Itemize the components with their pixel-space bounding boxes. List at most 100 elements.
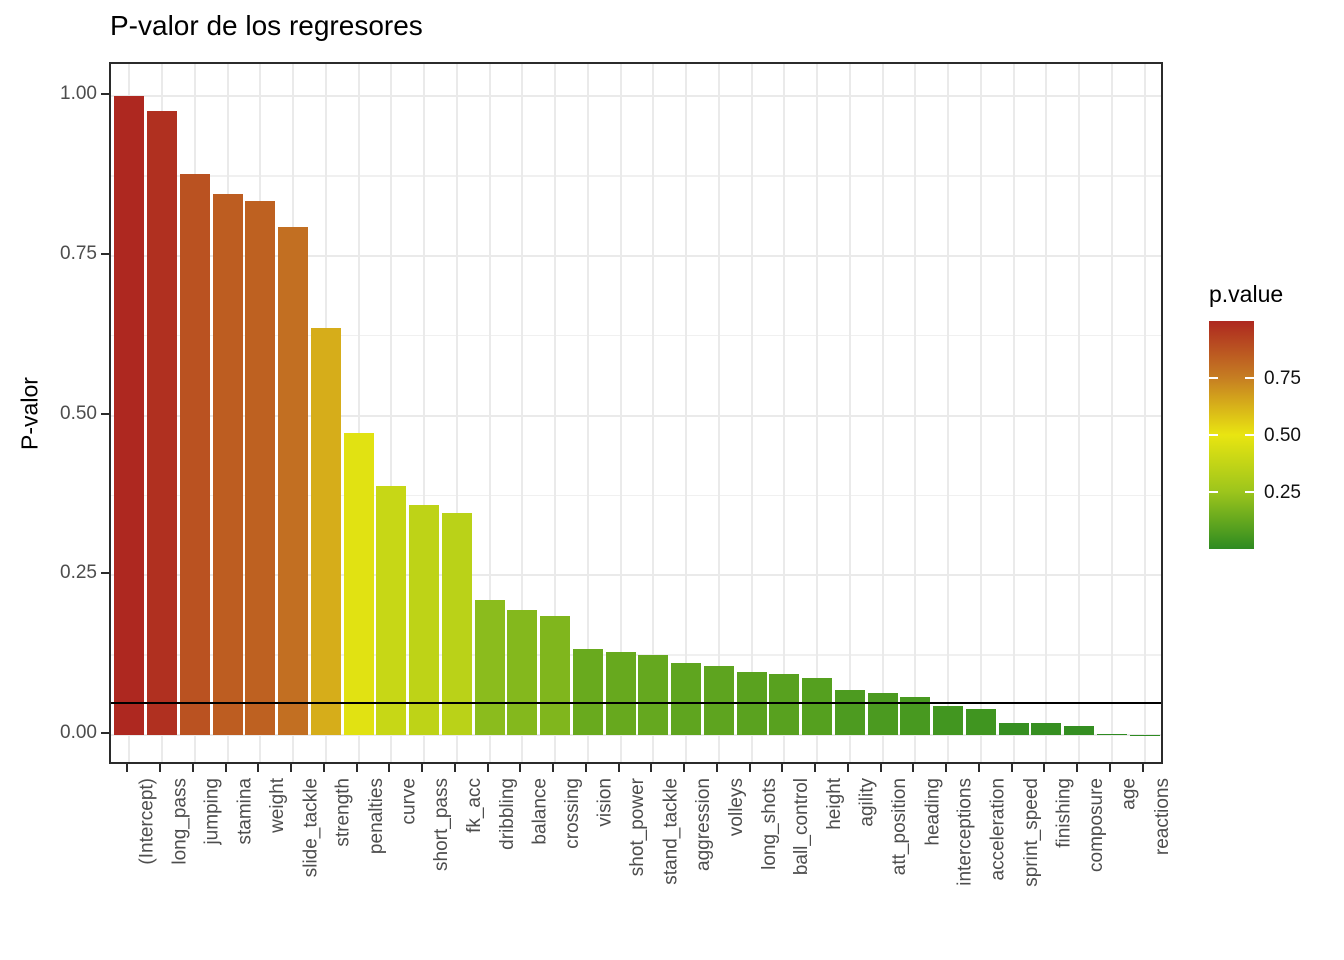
bar-age	[1096, 734, 1127, 735]
x-tick-mark	[486, 764, 489, 772]
legend-tick-label: 0.25	[1264, 482, 1301, 503]
y-tick-label: 0.25	[60, 562, 97, 584]
gridline-vertical	[423, 64, 426, 762]
gridline-minor	[111, 175, 1161, 177]
legend-tick	[1209, 377, 1218, 379]
gridline-major	[111, 414, 1161, 417]
bar-weight	[245, 201, 276, 735]
x-tick-mark	[912, 764, 915, 772]
bar-penalties	[343, 432, 374, 735]
x-category-label: crossing	[562, 778, 584, 849]
gridline-vertical	[717, 64, 720, 762]
bar-finishing	[1031, 722, 1062, 735]
x-category-label: sprint_speed	[1020, 778, 1042, 887]
legend-tick	[1209, 491, 1218, 493]
gridline-vertical	[1078, 64, 1081, 762]
bar-agility	[834, 689, 865, 735]
y-tick-label: 0.50	[60, 402, 97, 424]
bar-crossing	[540, 616, 571, 735]
x-category-label: reactions	[1151, 778, 1173, 856]
bar-jumping	[179, 173, 210, 735]
x-tick-mark	[617, 764, 620, 772]
x-category-label: dribbling	[496, 778, 518, 850]
x-category-label: weight	[267, 778, 289, 833]
gridline-vertical	[685, 64, 688, 762]
gridline-vertical	[488, 64, 491, 762]
x-category-label: vision	[594, 778, 616, 827]
gridline-major	[111, 95, 1161, 97]
bar-stamina	[212, 193, 243, 735]
x-tick-mark	[322, 764, 325, 772]
gridline-vertical	[554, 64, 557, 762]
bar-balance	[507, 609, 538, 735]
gridline-vertical	[1045, 64, 1048, 762]
x-tick-mark	[715, 764, 718, 772]
bar-att-position	[867, 693, 898, 735]
gridline-minor	[111, 334, 1161, 337]
gridline-vertical	[455, 64, 458, 762]
y-tick-label: 0.75	[60, 242, 97, 264]
x-category-label: long_shots	[758, 778, 780, 870]
x-tick-mark	[257, 764, 260, 772]
y-tick-mark	[101, 732, 109, 734]
gridline-vertical	[1012, 64, 1015, 762]
bar--intercept-	[114, 96, 145, 735]
x-category-label: agility	[856, 778, 878, 827]
gridline-vertical	[750, 64, 753, 762]
legend-tick	[1209, 434, 1218, 436]
bar-acceleration	[965, 708, 996, 735]
x-category-label: short_pass	[431, 778, 453, 871]
bar-slide-tackle	[278, 226, 309, 735]
x-tick-mark	[781, 764, 784, 772]
x-tick-mark	[584, 764, 587, 772]
gridline-vertical	[979, 64, 982, 762]
legend-gradient-bar	[1209, 321, 1254, 549]
bar-sprint-speed	[998, 722, 1029, 735]
gridline-major	[111, 734, 1161, 736]
x-category-label: penalties	[365, 778, 387, 855]
bar-stand-tackle	[638, 655, 669, 735]
gridline-vertical	[586, 64, 589, 762]
x-tick-mark	[1010, 764, 1013, 772]
x-tick-mark	[1108, 764, 1111, 772]
legend-tick	[1245, 491, 1254, 493]
x-category-label: long_pass	[169, 778, 191, 865]
bar-aggression	[671, 663, 702, 735]
bar-vision	[572, 649, 603, 735]
x-tick-mark	[290, 764, 293, 772]
x-category-label: slide_tackle	[300, 778, 322, 878]
x-tick-mark	[814, 764, 817, 772]
bar-height	[802, 678, 833, 735]
bar-strength	[310, 327, 341, 735]
x-tick-mark	[945, 764, 948, 772]
x-category-label: balance	[529, 778, 551, 845]
x-category-label: finishing	[1053, 778, 1075, 848]
x-tick-mark	[421, 764, 424, 772]
gridline-vertical	[357, 64, 360, 762]
gridline-vertical	[652, 64, 655, 762]
x-category-label: stand_tackle	[660, 778, 682, 885]
gridline-vertical	[783, 64, 786, 762]
x-category-label: strength	[332, 778, 354, 847]
bar-short-pass	[409, 504, 440, 735]
gridline-vertical	[390, 64, 393, 762]
x-tick-mark	[1043, 764, 1046, 772]
bar-interceptions	[933, 705, 964, 735]
x-category-label: interceptions	[955, 778, 977, 886]
chart-title: P-valor de los regresores	[110, 10, 423, 41]
x-tick-mark	[388, 764, 391, 772]
x-tick-mark	[453, 764, 456, 772]
x-category-label: volleys	[725, 778, 747, 837]
gridline-major	[111, 254, 1161, 257]
x-category-label: shot_power	[627, 778, 649, 877]
bar-long-pass	[147, 110, 178, 735]
x-category-label: jumping	[201, 778, 223, 845]
x-tick-mark	[1076, 764, 1079, 772]
x-tick-mark	[846, 764, 849, 772]
y-tick-mark	[101, 572, 109, 575]
x-tick-mark	[650, 764, 653, 772]
x-category-label: att_position	[889, 778, 911, 876]
gridline-vertical	[914, 64, 917, 762]
plot-panel	[109, 62, 1163, 764]
